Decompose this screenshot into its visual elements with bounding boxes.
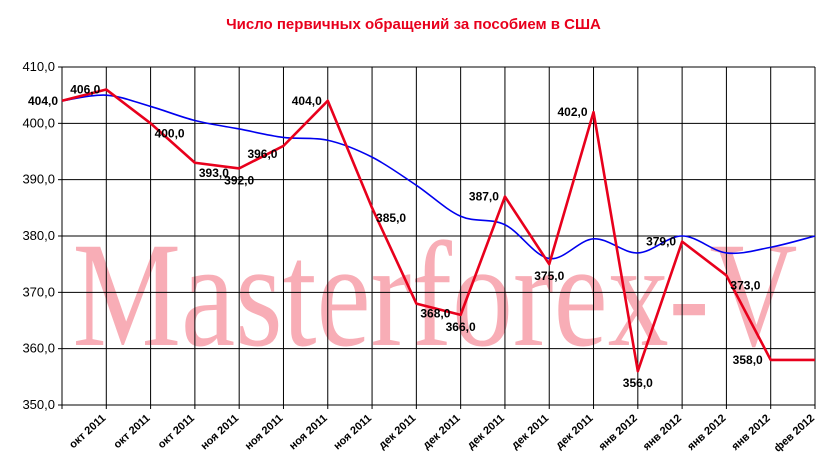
x-tick-label: окт 2011 <box>67 412 108 451</box>
data-label: 368,0 <box>420 307 450 321</box>
x-tick-label: дек 2011 <box>376 412 418 451</box>
data-label: 406,0 <box>70 83 100 97</box>
data-label: 356,0 <box>623 376 653 390</box>
x-tick-label: окт 2011 <box>156 412 197 451</box>
data-label: 373,0 <box>730 278 760 292</box>
y-tick-label: 350,0 <box>22 397 55 412</box>
data-label: 375,0 <box>534 269 564 283</box>
x-tick-label: ноя 2011 <box>287 412 330 452</box>
y-tick-label: 410,0 <box>22 59 55 74</box>
x-tick-label: янв 2012 <box>641 412 684 453</box>
x-tick-label: фев 2012 <box>772 412 817 454</box>
y-tick-label: 360,0 <box>22 341 55 356</box>
x-tick-label: янв 2012 <box>597 412 640 453</box>
data-label: 396,0 <box>247 147 277 161</box>
y-tick-label: 390,0 <box>22 172 55 187</box>
data-label: 379,0 <box>646 235 676 249</box>
data-label: 404,0 <box>28 94 58 108</box>
data-label: 358,0 <box>733 353 763 367</box>
x-tick-label: дек 2011 <box>554 412 596 451</box>
series-red-line <box>61 88 815 373</box>
x-tick-label: дек 2011 <box>509 412 551 451</box>
x-tick-label: дек 2011 <box>465 412 507 451</box>
data-label: 392,0 <box>224 173 254 187</box>
data-label: 385,0 <box>376 211 406 225</box>
x-tick-label: ноя 2011 <box>331 412 374 452</box>
axes <box>58 66 816 409</box>
y-tick-label: 370,0 <box>22 284 55 299</box>
data-label: 393,0 <box>199 166 229 180</box>
watermark-text: Masterforex-V <box>73 212 798 378</box>
x-tick-label: ноя 2011 <box>243 412 286 452</box>
data-label: 387,0 <box>469 190 499 204</box>
data-label: 400,0 <box>155 126 185 140</box>
data-label: 404,0 <box>292 94 322 108</box>
x-tick-label: янв 2012 <box>729 412 772 453</box>
x-tick-label: янв 2012 <box>685 412 728 453</box>
series-blue-line <box>61 94 816 260</box>
x-tick-label: окт 2011 <box>111 412 152 451</box>
x-tick-label: дек 2011 <box>421 412 463 451</box>
y-tick-label: 380,0 <box>22 228 55 243</box>
x-tick-label: ноя 2011 <box>199 412 242 452</box>
data-label: 366,0 <box>446 320 476 334</box>
y-axis-ticks: 350,0 360,0 370,0 380,0 390,0 400,0 410,0 <box>22 59 55 412</box>
x-axis-ticks: окт 2011 окт 2011 окт 2011 ноя 2011 ноя 2011… <box>67 412 817 454</box>
series-lines <box>61 88 816 373</box>
data-label: 402,0 <box>557 105 587 119</box>
y-tick-label: 400,0 <box>22 115 55 130</box>
chart-title: Число первичных обращений за пособием в … <box>226 16 601 33</box>
